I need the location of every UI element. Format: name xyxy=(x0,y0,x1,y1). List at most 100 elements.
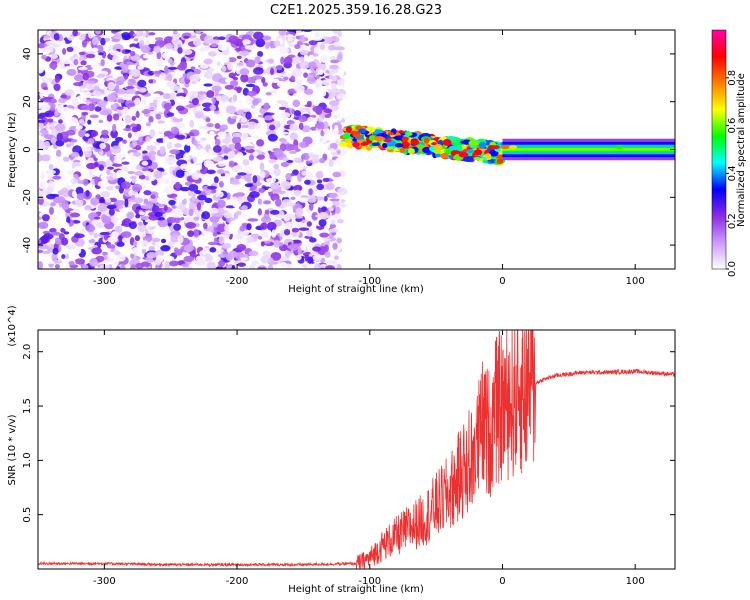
spectrogram-cell xyxy=(58,119,63,124)
spectrogram-cell xyxy=(73,74,85,82)
spectrogram-cell xyxy=(484,153,492,159)
spectrogram-cell xyxy=(267,264,274,269)
spectrogram-cell xyxy=(336,79,345,86)
spectrogram-cell xyxy=(132,33,138,37)
spectrogram-cell xyxy=(76,95,87,103)
spectrogram-cell xyxy=(164,260,171,269)
spectrogram-cell xyxy=(192,156,198,163)
spectrogram-cell xyxy=(240,117,248,123)
spectrogram-cell xyxy=(110,104,116,111)
spectrogram-cell xyxy=(112,43,124,53)
spectrogram-cell xyxy=(135,110,140,119)
snr-x-axis-label: Height of straight line (km) xyxy=(288,584,424,595)
spectrogram-cell xyxy=(491,145,500,150)
spectrogram-cell xyxy=(305,172,314,181)
spectrogram-cell xyxy=(265,43,270,50)
spectrogram-cell xyxy=(38,119,46,123)
spectrogram-cell xyxy=(227,151,236,159)
colorbar-tick-label: 0.8 xyxy=(727,70,738,86)
spectrogram-cell xyxy=(502,148,675,151)
spectrogram-cell xyxy=(146,251,158,259)
spectrogram-cell xyxy=(130,253,135,259)
spectrogram-cell xyxy=(206,261,216,269)
spectrogram-cell xyxy=(122,128,132,132)
spectrogram-cell xyxy=(352,141,360,148)
spectrogram-cell xyxy=(79,85,85,93)
spectrogram-cell xyxy=(39,90,44,99)
spectrogram-cell xyxy=(120,32,132,41)
spectrogram-cell xyxy=(281,199,292,207)
spectrogram-cell xyxy=(176,95,185,100)
y-tick-label: 0.5 xyxy=(22,507,33,523)
spectrogram-cell xyxy=(214,123,221,129)
spectrogram-cell xyxy=(114,225,123,234)
spectrogram-cell xyxy=(106,114,113,122)
spectrogram-cell xyxy=(115,185,120,190)
spectrogram-cell xyxy=(382,142,388,149)
spectrogram-cell xyxy=(93,69,99,77)
spectrogram-cell xyxy=(289,132,298,141)
spectrogram-cell xyxy=(434,144,443,151)
spectrogram-cell xyxy=(95,30,101,35)
spectrogram-cell xyxy=(473,157,481,161)
spectrogram-cell xyxy=(240,230,250,236)
spectrogram-cell xyxy=(192,37,202,47)
spectrogram-cell xyxy=(270,251,282,261)
spectrogram-cell xyxy=(148,116,154,124)
spectrogram-cell xyxy=(217,113,224,118)
spectrogram-cell xyxy=(216,61,221,66)
spectrogram-cell xyxy=(308,61,317,70)
spectrogram-cell xyxy=(134,171,144,176)
spectrogram-cell xyxy=(93,157,98,162)
spectrogram-cell xyxy=(57,97,67,104)
spectrogram-cell xyxy=(140,45,151,54)
spectrogram-cell xyxy=(72,30,78,37)
spectrogram-cell xyxy=(268,187,273,192)
x-tick-label: -300 xyxy=(93,276,116,287)
spectrogram-cell xyxy=(189,61,200,67)
spectrogram-cell xyxy=(66,169,75,176)
spectrogram-cell xyxy=(163,186,175,195)
spectrogram-cell xyxy=(468,140,480,146)
spectrogram-cell xyxy=(138,58,144,66)
spectrogram-cell xyxy=(88,30,94,39)
spectrogram-cell xyxy=(111,155,123,164)
spectrogram-cell xyxy=(261,77,266,84)
spectrogram-cell xyxy=(180,163,191,169)
spectrogram-cell xyxy=(289,43,295,48)
spectrogram-cell xyxy=(292,56,302,65)
spectrogram-cell xyxy=(68,117,79,126)
spectrogram-cell xyxy=(293,189,302,196)
spectrogram-cell xyxy=(126,88,137,94)
spectrogram-cell xyxy=(320,130,325,137)
x-tick-label: -100 xyxy=(358,576,381,587)
spectrogram-cell xyxy=(212,36,220,41)
spectrogram-cell xyxy=(257,235,263,240)
spectrogram-cell xyxy=(120,147,128,152)
spectrogram-cell xyxy=(121,93,131,101)
spectrogram-cell xyxy=(316,179,323,184)
spectrogram-cell xyxy=(142,266,147,269)
spectrogram-cell xyxy=(342,133,350,140)
spectrogram-cell xyxy=(317,69,324,76)
spectrogram-cell xyxy=(224,224,229,232)
spectrogram-cell xyxy=(47,83,54,92)
colorbar-axis: 0.0 0.2 0.4 0.6 0.8 xyxy=(726,70,738,277)
spectrogram-cell xyxy=(70,212,81,218)
spectrogram-cell xyxy=(149,121,155,128)
spectrogram-cell xyxy=(126,61,134,66)
spectrogram-cell xyxy=(54,110,59,117)
spectrogram-cell xyxy=(129,50,136,57)
spectrogram-cell xyxy=(115,136,124,142)
spectrogram-cell xyxy=(322,238,331,242)
spectrogram-cell xyxy=(53,83,61,92)
spectrogram-cell xyxy=(242,39,251,45)
spectrogram-cell xyxy=(130,68,141,77)
spectrogram-cell xyxy=(181,49,193,55)
spectrogram-cell xyxy=(174,134,186,139)
spectrogram-cell xyxy=(273,163,279,170)
spectrogram-cell xyxy=(315,170,324,179)
spectrogram-cell xyxy=(334,255,339,261)
spectrogram-cell xyxy=(291,227,300,233)
spectrogram-cells xyxy=(38,30,675,269)
